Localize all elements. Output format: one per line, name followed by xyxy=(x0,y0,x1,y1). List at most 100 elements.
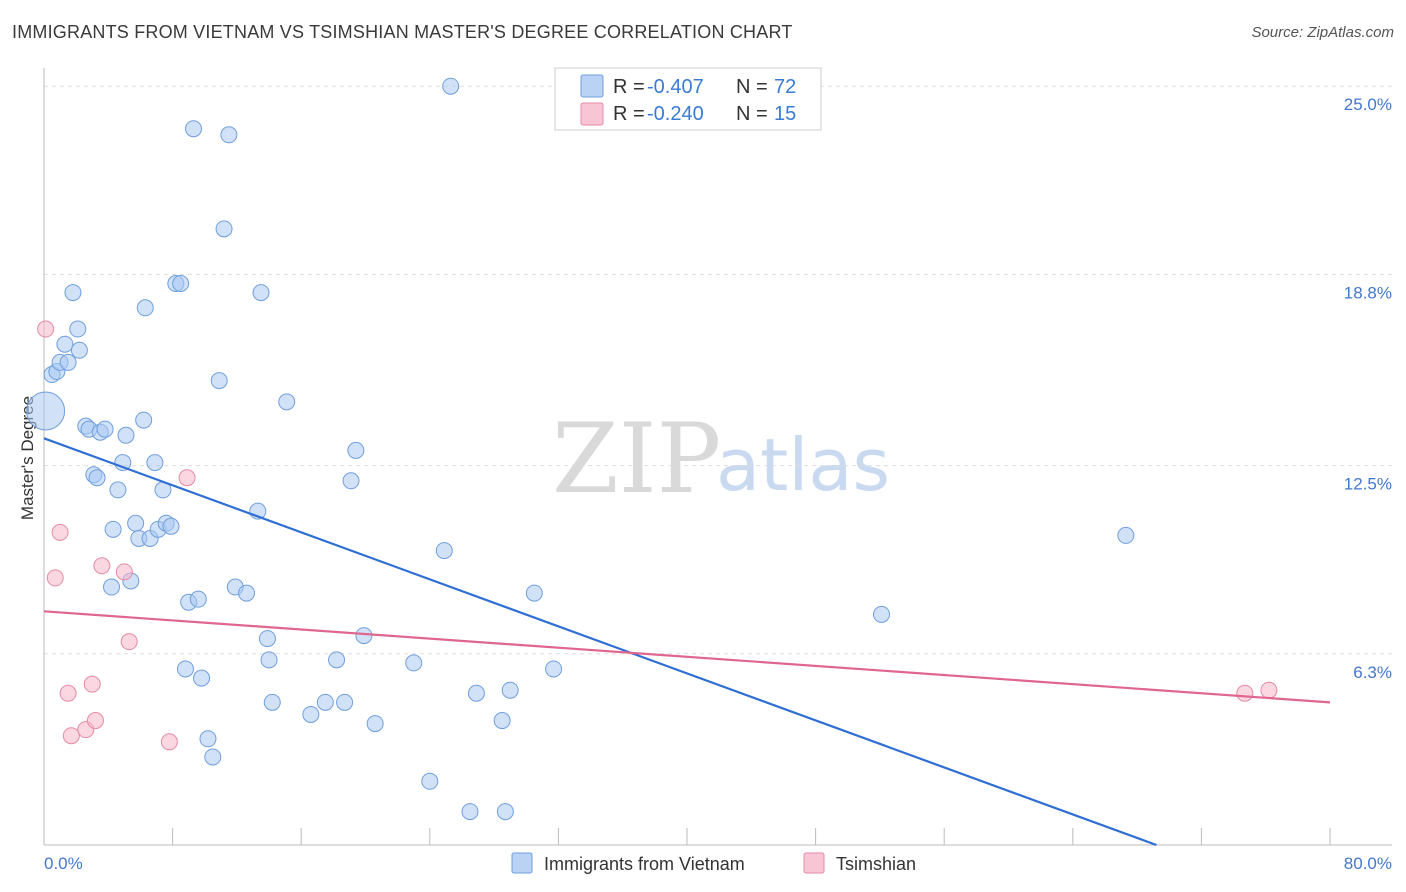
axes xyxy=(43,68,1392,846)
data-point xyxy=(115,563,133,581)
data-point xyxy=(421,772,439,790)
data-point xyxy=(26,391,66,431)
legend-r-label: R = xyxy=(613,103,645,125)
data-point xyxy=(59,353,77,371)
y-tick-label: 12.5% xyxy=(1344,475,1392,494)
data-point xyxy=(873,605,891,623)
legend-r-value: -0.407 xyxy=(647,76,704,98)
bottom-legend-swatch-tsimshian xyxy=(803,852,825,874)
data-point xyxy=(70,341,88,359)
bottom-legend-label: Immigrants from Vietnam xyxy=(544,854,745,874)
y-tick-label: 6.3% xyxy=(1353,663,1392,682)
data-point xyxy=(238,584,256,602)
source-credit: Source: ZipAtlas.com xyxy=(1251,24,1394,41)
data-point xyxy=(109,481,127,499)
data-point xyxy=(193,669,211,687)
data-point xyxy=(103,578,121,596)
legend-swatch-vietnam xyxy=(580,74,604,98)
data-point xyxy=(355,627,373,645)
data-point xyxy=(117,426,135,444)
data-point xyxy=(88,469,106,487)
data-point xyxy=(160,733,178,751)
data-point xyxy=(86,712,104,730)
data-point xyxy=(220,126,238,144)
data-point xyxy=(405,654,423,672)
data-point xyxy=(120,633,138,651)
legend-n-label: N = xyxy=(736,76,768,98)
data-point xyxy=(545,660,563,678)
legend-n-value: 15 xyxy=(774,103,796,125)
data-point xyxy=(83,675,101,693)
data-point xyxy=(342,472,360,490)
data-point xyxy=(435,542,453,560)
legend-n-label: N = xyxy=(736,103,768,125)
legend-n-value: 72 xyxy=(774,76,796,98)
data-point xyxy=(172,274,190,292)
data-point xyxy=(136,299,154,317)
series-vietnam-points xyxy=(26,77,1135,821)
data-point xyxy=(493,712,511,730)
data-point xyxy=(215,220,233,238)
data-point xyxy=(501,681,519,699)
legend-r-value: -0.240 xyxy=(647,103,704,125)
data-point xyxy=(263,693,281,711)
data-point xyxy=(442,77,460,95)
data-point xyxy=(176,660,194,678)
y-axis-title: Master's Degree xyxy=(18,396,37,520)
data-point xyxy=(104,520,122,538)
legend-swatch-tsimshian xyxy=(580,102,604,126)
data-point xyxy=(366,715,384,733)
data-point xyxy=(62,727,80,745)
data-point xyxy=(278,393,296,411)
series-legend: Immigrants from Vietnam Tsimshian xyxy=(511,852,916,874)
y-tick-label: 18.8% xyxy=(1344,283,1392,302)
data-point xyxy=(64,284,82,302)
data-point xyxy=(496,803,514,821)
data-point xyxy=(302,705,320,723)
data-point xyxy=(96,420,114,438)
gridlines xyxy=(44,85,1392,655)
data-point xyxy=(328,651,346,669)
x-tick-label: 80.0% xyxy=(1344,854,1392,873)
data-point xyxy=(178,469,196,487)
bottom-legend-label: Tsimshian xyxy=(836,854,916,874)
data-point xyxy=(51,523,69,541)
data-point xyxy=(46,569,64,587)
data-point xyxy=(525,584,543,602)
data-point xyxy=(127,514,145,532)
data-point xyxy=(258,630,276,648)
data-point xyxy=(210,372,228,390)
data-point xyxy=(461,803,479,821)
data-point xyxy=(336,693,354,711)
data-point xyxy=(199,730,217,748)
y-axis-labels: 6.3% 12.5% 18.8% 25.0% xyxy=(1344,95,1392,682)
data-point xyxy=(347,441,365,459)
stats-legend: R = -0.407 N = 72 R = -0.240 N = 15 xyxy=(554,67,822,131)
x-axis-ticks xyxy=(43,828,1331,845)
data-point xyxy=(37,320,55,338)
data-point xyxy=(204,748,222,766)
watermark-atlas: atlas xyxy=(716,423,890,507)
data-point xyxy=(69,320,87,338)
data-point xyxy=(93,557,111,575)
x-axis-labels: 0.0% 80.0% xyxy=(44,854,1392,873)
x-tick-label: 0.0% xyxy=(44,854,83,873)
legend-r-label: R = xyxy=(613,76,645,98)
data-point xyxy=(56,335,74,353)
data-point xyxy=(184,120,202,138)
data-point xyxy=(467,684,485,702)
series-tsimshian-points xyxy=(37,320,1278,751)
data-point xyxy=(252,284,270,302)
trend-line xyxy=(43,610,1331,704)
data-point xyxy=(189,590,207,608)
y-tick-label: 25.0% xyxy=(1344,95,1392,114)
data-point xyxy=(1117,526,1135,544)
data-point xyxy=(1236,684,1254,702)
trend-lines xyxy=(43,437,1331,847)
data-point xyxy=(135,411,153,429)
data-point xyxy=(146,454,164,472)
watermark-zip: ZIP xyxy=(552,403,721,515)
data-point xyxy=(260,651,278,669)
data-point xyxy=(316,693,334,711)
